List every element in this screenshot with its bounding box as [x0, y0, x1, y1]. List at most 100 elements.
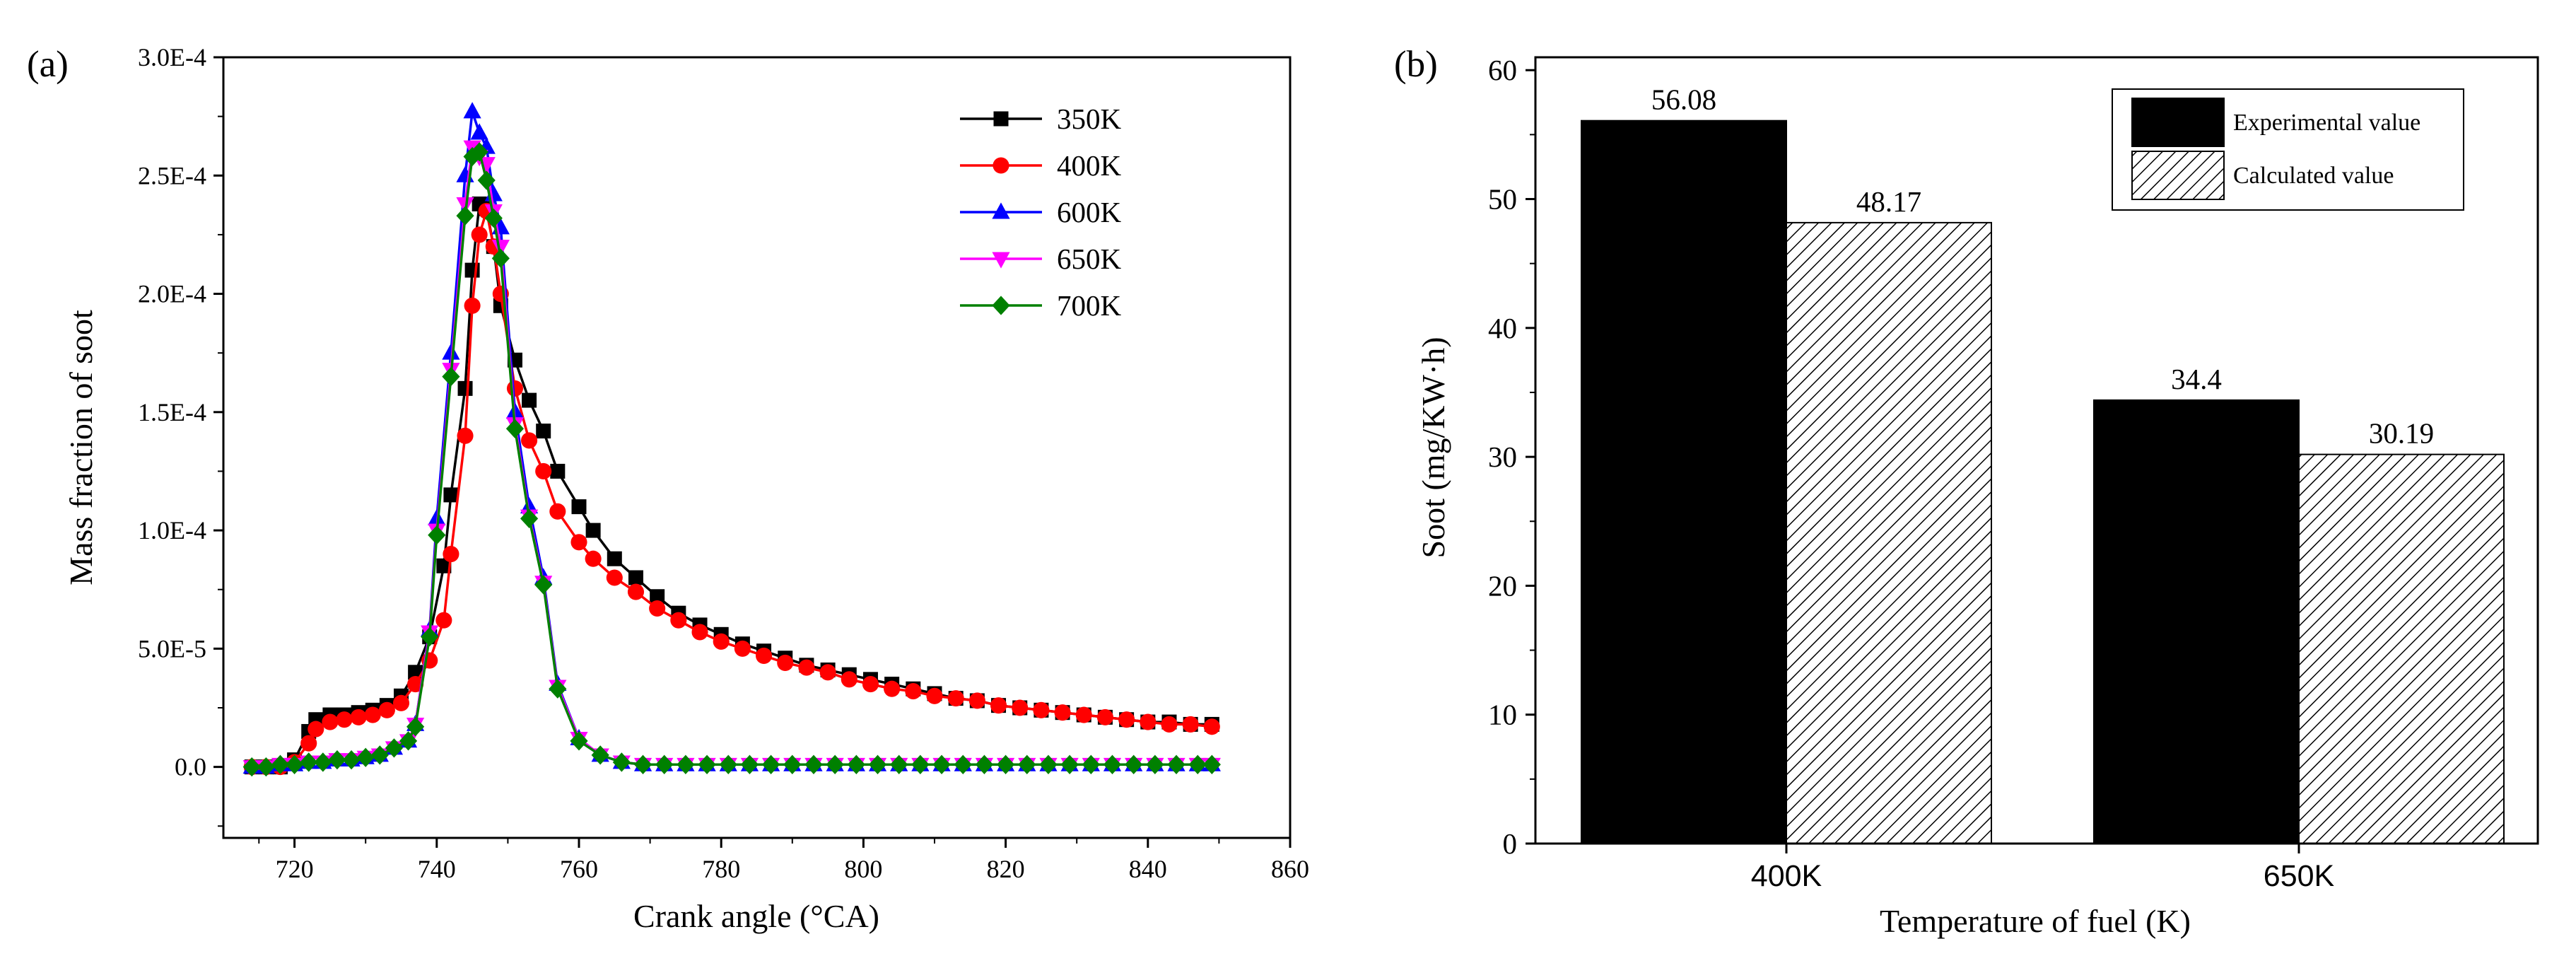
- data-point-400k: [1033, 701, 1050, 718]
- data-point-350k: [585, 523, 601, 538]
- bar-experimental-value-650k: [2093, 399, 2300, 844]
- data-point-350k: [550, 463, 566, 479]
- chart-a-x-tick-label: 800: [844, 855, 882, 883]
- data-point-400k: [819, 664, 836, 681]
- legend-item-700k: 700K: [960, 289, 1122, 322]
- chart-a-y-tick-label: 5.0E-5: [138, 634, 206, 663]
- bar-calculated-value-650k: [2298, 453, 2505, 844]
- chart-b: (b) 56.08 48.17 34.4 30.19 0 10 20 30 40 50 60 40…: [1394, 44, 2539, 939]
- data-point-400k: [471, 226, 488, 243]
- data-point-350k: [522, 392, 537, 408]
- chart-b-bars: 56.08 48.17 34.4 30.19: [1581, 83, 2505, 844]
- legend-swatch: [2131, 98, 2225, 147]
- chart-b-x-tick-label: 650K: [2264, 859, 2335, 893]
- chart-a-y-tick-label: 1.5E-4: [138, 398, 206, 426]
- chart-a-y-tick-label: 0.0: [175, 753, 206, 781]
- data-point-700k: [300, 752, 318, 772]
- chart-b-y-ticks: 0 10 20 30 40 50 60: [1488, 54, 1535, 860]
- data-point-350k: [436, 558, 452, 573]
- data-point-700k: [890, 754, 908, 774]
- data-point-700k: [1202, 754, 1221, 774]
- data-point-700k: [385, 738, 404, 758]
- data-point-400k: [392, 694, 410, 711]
- data-point-400k: [1161, 716, 1178, 733]
- data-point-400k: [506, 380, 524, 397]
- chart-a-panel-label: (a): [27, 44, 69, 85]
- data-point-400k: [350, 708, 367, 725]
- legend-label: 650K: [1057, 243, 1122, 275]
- chart-b-plot-frame: [1534, 56, 2539, 845]
- data-point-400k: [926, 687, 943, 704]
- data-point-400k: [884, 680, 901, 697]
- data-point-400k: [300, 735, 317, 752]
- chart-a-y-axis-label: Mass fraction of soot: [63, 310, 99, 585]
- bar-value-label: 48.17: [1856, 185, 1921, 218]
- data-point-350k: [571, 499, 587, 515]
- bar-value-label: 34.4: [2171, 363, 2222, 395]
- data-point-400k: [308, 721, 324, 737]
- bar-calculated-value-400k: [1786, 221, 1992, 844]
- series-650k: [242, 140, 1221, 777]
- chart-b-y-tick-label: 60: [1488, 54, 1517, 86]
- chart-b-y-tick-label: 40: [1488, 312, 1517, 344]
- legend-item-650k: 650K: [960, 243, 1122, 275]
- data-point-700k: [868, 754, 887, 774]
- legend-label: 600K: [1057, 196, 1122, 228]
- data-point-400k: [464, 297, 481, 314]
- data-point-400k: [606, 569, 623, 586]
- chart-a-x-tick-label: 760: [560, 855, 598, 883]
- legend-label: Experimental value: [2233, 110, 2420, 136]
- data-point-400k: [649, 600, 666, 617]
- data-point-400k: [549, 503, 566, 520]
- data-point-400k: [570, 534, 587, 551]
- data-point-700k: [257, 757, 275, 777]
- chart-b-y-tick-label: 30: [1488, 441, 1517, 473]
- data-point-700k: [370, 745, 389, 765]
- data-point-700k: [911, 754, 930, 774]
- data-point-400k: [990, 697, 1007, 714]
- data-point-400k: [1096, 708, 1113, 725]
- data-point-700k: [804, 754, 823, 774]
- data-point-400k: [1203, 718, 1220, 735]
- data-point-700k: [570, 731, 588, 751]
- data-point-700k: [1060, 754, 1079, 774]
- data-point-400k: [1140, 713, 1157, 730]
- data-point-400k: [322, 713, 339, 730]
- data-point-600k: [442, 343, 460, 360]
- data-point-400k: [443, 545, 459, 563]
- data-point-700k: [286, 754, 304, 774]
- data-point-400k: [627, 583, 645, 600]
- chart-b-y-tick-label: 20: [1488, 569, 1517, 602]
- data-point-700k: [534, 575, 553, 595]
- data-point-400k: [407, 675, 424, 693]
- legend-label: Calculated value: [2233, 163, 2394, 189]
- data-point-400k: [841, 671, 857, 688]
- chart-a-x-axis-label: Crank angle (°CA): [633, 898, 879, 934]
- bar-value-label: 56.08: [1651, 83, 1716, 116]
- data-point-700k: [1167, 754, 1185, 774]
- legend-marker: [992, 202, 1010, 219]
- legend-marker: [992, 252, 1010, 269]
- series-line-650k: [252, 146, 1212, 769]
- data-point-700k: [271, 754, 290, 774]
- data-point-700k: [783, 754, 802, 774]
- data-point-700k: [1103, 754, 1122, 774]
- data-point-700k: [975, 754, 994, 774]
- chart-a: (a) 720 740 760 780 800 820 840 860 0.0 5.0E-5 1.…: [27, 43, 1309, 934]
- data-point-700k: [342, 750, 361, 770]
- chart-a-plot-frame: [222, 56, 1292, 839]
- chart-a-x-tick-label: 860: [1271, 855, 1309, 883]
- data-point-700k: [484, 208, 503, 228]
- data-point-400k: [1118, 711, 1135, 728]
- data-point-700k: [847, 754, 865, 774]
- chart-a-x-tick-label: 840: [1129, 855, 1167, 883]
- data-point-350k: [457, 380, 473, 396]
- data-point-700k: [328, 750, 346, 770]
- data-point-700k: [932, 754, 951, 774]
- data-point-350k: [443, 487, 459, 503]
- data-point-700k: [633, 754, 652, 774]
- data-point-700k: [549, 679, 567, 699]
- legend-item-350k: 350K: [960, 103, 1122, 135]
- data-point-700k: [762, 754, 780, 774]
